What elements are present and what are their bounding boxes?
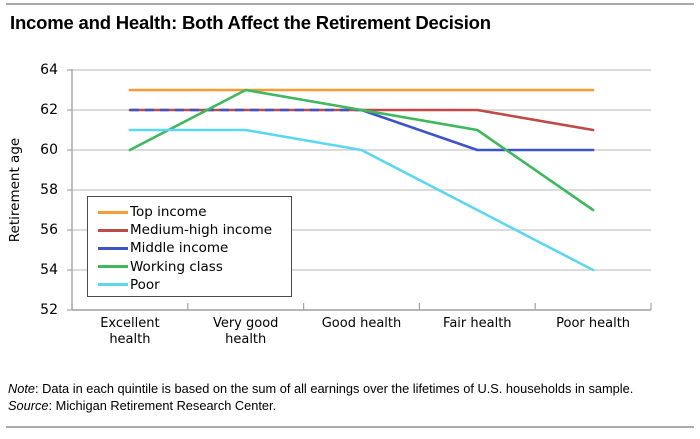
x-tick-label-3: Fair health — [443, 316, 512, 331]
y-tick-label-62: 62 — [40, 102, 58, 118]
x-tick-label-4: Poor health — [556, 316, 631, 331]
legend-item-medium-high-income: Medium-high income — [98, 221, 291, 239]
legend-item-poor: Poor — [98, 276, 291, 294]
note-line: Note: Data in each quintile is based on … — [8, 381, 633, 396]
series-line-working-class — [128, 88, 595, 212]
x-tick-label-2: Good health — [321, 316, 402, 331]
legend: Top income Medium-high income Middle incom… — [87, 196, 292, 297]
source-text: : Michigan Retirement Research Center. — [48, 398, 277, 413]
legend-item-middle-income: Middle income — [98, 239, 291, 257]
series-line-middle-income — [360, 108, 595, 152]
top-rule — [6, 3, 694, 5]
note-text: : Data in each quintile is based on the … — [35, 381, 634, 396]
y-tick-label-64: 64 — [40, 62, 58, 78]
series-line-poor — [128, 128, 595, 272]
y-tick-label-60: 60 — [40, 142, 58, 158]
y-tick-label-58: 58 — [40, 182, 58, 198]
y-tick-label-52: 52 — [40, 302, 58, 318]
note-label: Note — [8, 381, 36, 396]
legend-line-sample-medium-high-income — [98, 228, 128, 232]
source-label: Source — [8, 398, 49, 413]
legend-line-sample-poor — [98, 283, 128, 287]
legend-line-sample-middle-income — [98, 246, 128, 250]
y-tick-label-54: 54 — [40, 262, 58, 278]
bottom-rule — [6, 426, 694, 428]
chart-title: Income and Health: Both Affect the Retir… — [10, 12, 491, 33]
legend-label-working-class: Working class — [130, 258, 223, 275]
legend-item-working-class: Working class — [98, 258, 291, 276]
legend-line-sample-working-class — [98, 265, 128, 269]
legend-label-middle-income: Middle income — [130, 240, 229, 257]
legend-label-medium-high-income: Medium-high income — [130, 222, 273, 239]
x-tick-label-0: Excellent health — [100, 316, 160, 347]
legend-line-sample-top-income — [98, 210, 128, 214]
source-line: Source: Michigan Retirement Research Cen… — [8, 398, 276, 413]
legend-item-top-income: Top income — [98, 203, 291, 221]
x-tick-label-1: Very good health — [212, 316, 279, 347]
y-tick-label-56: 56 — [40, 222, 58, 238]
legend-label-poor: Poor — [130, 276, 160, 293]
legend-label-top-income: Top income — [130, 204, 207, 221]
